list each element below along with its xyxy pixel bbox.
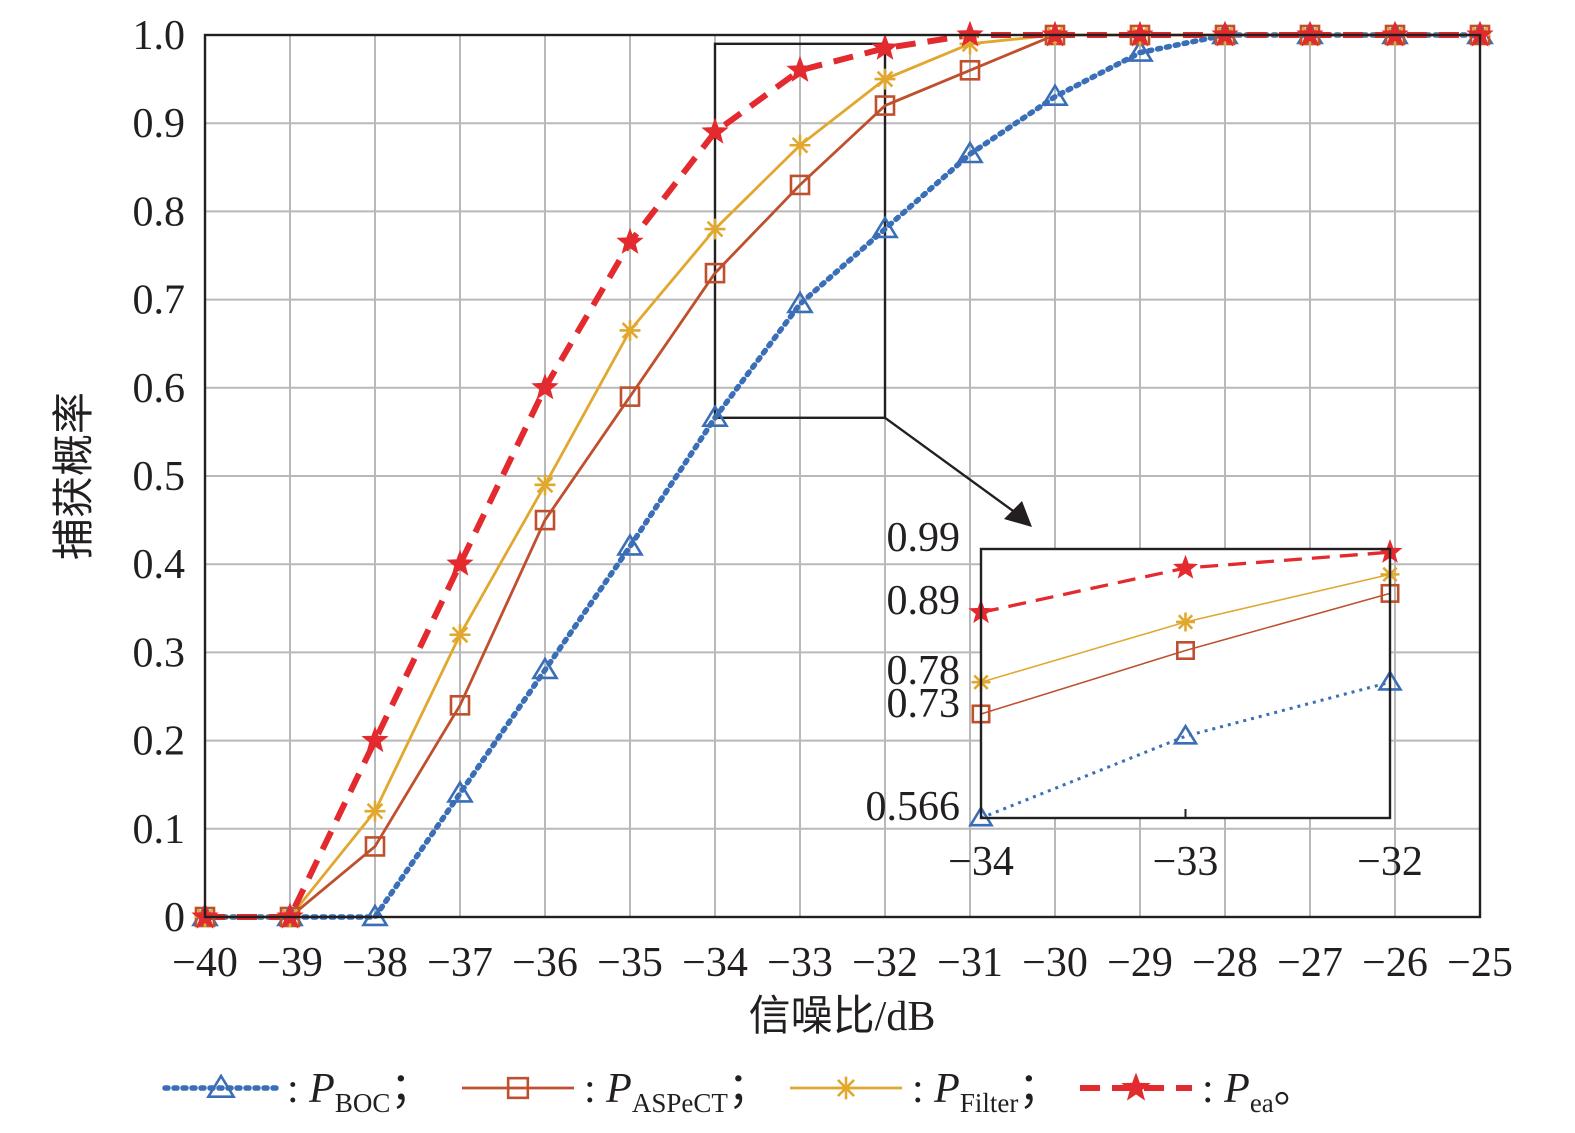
legend-marker <box>206 1073 236 1098</box>
data-point-aspect <box>449 694 471 716</box>
legend: : PBOC； : PASPeCT； : PFilter； : Pea。 <box>162 1066 1316 1118</box>
data-point-boc <box>361 903 389 927</box>
zoom-arrow-line <box>884 416 1021 517</box>
legend-label: : PFilter； <box>912 1066 1060 1118</box>
y-tick-label: 0.8 <box>133 189 186 235</box>
data-point-aspect <box>619 386 641 407</box>
x-tick-label: −36 <box>512 940 578 986</box>
x-tick-label: −38 <box>342 940 408 986</box>
inset-point-boc <box>968 805 994 827</box>
inset-x-tick-label: −34 <box>948 839 1014 885</box>
inset-y-tick-label: 0.566 <box>866 784 961 830</box>
x-tick-label: −39 <box>257 940 323 986</box>
x-tick-label: −31 <box>937 940 1003 986</box>
data-point-aspect <box>704 262 726 284</box>
y-tick-label: 0.7 <box>133 278 186 324</box>
data-point-filter <box>449 624 471 646</box>
x-tick-label: −27 <box>1277 940 1343 986</box>
x-tick-label: −30 <box>1022 940 1088 986</box>
inset-background <box>981 549 1390 818</box>
data-point-ea <box>531 373 559 400</box>
data-point-ea <box>701 117 729 144</box>
legend-label: : PBOC； <box>287 1066 432 1118</box>
data-point-boc <box>701 404 729 428</box>
main-plot-frame <box>203 33 1482 919</box>
x-tick-label: −32 <box>852 940 918 986</box>
y-tick-label: 0.6 <box>133 366 186 412</box>
data-point-ea <box>361 726 389 753</box>
y-tick-label: 0.9 <box>133 101 186 147</box>
y-tick-label: 1.0 <box>133 13 186 59</box>
inset-frame <box>979 547 1392 820</box>
series-line-ea <box>205 32 1480 920</box>
inset-series-line-aspect <box>980 592 1391 715</box>
x-tick-label: −28 <box>1192 940 1258 986</box>
inset-point-filter <box>1176 612 1195 632</box>
y-tick-label: 0 <box>164 895 185 941</box>
x-axis-label: 信噪比/dB <box>749 994 936 1040</box>
x-tick-label: −40 <box>172 940 238 986</box>
data-point-ea <box>786 55 814 82</box>
data-point-aspect <box>874 95 896 116</box>
legend-marker <box>506 1076 530 1100</box>
data-point-ea <box>871 33 899 60</box>
y-tick-label: 0.4 <box>133 542 186 588</box>
data-point-boc <box>446 780 474 803</box>
inset-y-tick-label: 0.78 <box>887 648 961 694</box>
data-point-ea <box>446 549 474 576</box>
data-point-filter <box>534 474 556 496</box>
data-point-boc <box>1126 39 1154 62</box>
data-point-boc <box>871 215 899 239</box>
data-point-boc <box>531 656 559 680</box>
zoom-arrow-head <box>1004 501 1032 527</box>
data-point-aspect <box>364 836 386 857</box>
data-point-boc <box>616 533 644 556</box>
data-point-filter <box>789 134 811 156</box>
data-point-filter <box>619 320 641 341</box>
x-tick-label: −26 <box>1362 940 1428 986</box>
inset-x-tick-label: −32 <box>1357 839 1423 885</box>
legend-item-ea: : Pea。 <box>1080 1066 1316 1118</box>
inset-point-boc <box>1172 723 1199 745</box>
inset-series-line-boc <box>980 680 1391 820</box>
inset-x-tick-label: −33 <box>1153 839 1219 885</box>
x-tick-label: −33 <box>767 940 833 986</box>
data-point-aspect <box>534 509 556 531</box>
data-point-filter <box>364 800 386 822</box>
legend-item-aspect: : PASPeCT； <box>462 1066 770 1118</box>
y-tick-label: 0.1 <box>133 807 186 853</box>
y-tick-label: 0.2 <box>133 719 186 765</box>
main-tick-labels: −40 −39 −38 −37 −36 −35 −34 −33 −32 −31 −30 −29 −28−… <box>133 13 1513 986</box>
data-point-aspect <box>789 174 811 196</box>
y-tick-label: 0.5 <box>133 454 186 500</box>
x-tick-label: −25 <box>1447 940 1513 986</box>
inset-point-aspect <box>1176 641 1196 661</box>
x-tick-label: −29 <box>1107 940 1173 986</box>
x-tick-label: −37 <box>427 940 493 986</box>
data-point-filter <box>874 68 896 90</box>
legend-label: : PASPeCT； <box>584 1066 770 1118</box>
inset-y-tick-label: 0.89 <box>887 578 961 624</box>
y-tick-label: 0.3 <box>133 630 186 676</box>
x-tick-label: −34 <box>682 940 748 986</box>
legend-label: : Pea。 <box>1202 1066 1316 1118</box>
x-tick-label: −35 <box>597 940 663 986</box>
data-point-aspect <box>959 59 981 81</box>
data-point-filter <box>704 218 726 240</box>
legend-marker <box>834 1076 858 1100</box>
data-point-ea <box>616 227 644 254</box>
legend-marker <box>1121 1072 1151 1101</box>
data-point-boc <box>956 140 984 164</box>
data-point-boc <box>786 290 814 314</box>
legend-item-filter: : PFilter； <box>790 1066 1060 1118</box>
y-axis-label: 捕获概率 <box>51 392 98 560</box>
data-point-boc <box>1041 83 1069 106</box>
inset-chart: −34 −33 −32 0.566 0.730.78 0.89 0.99 <box>866 515 1423 885</box>
legend-item-boc: : PBOC； <box>162 1066 432 1118</box>
inset-y-tick-label: 0.73 <box>887 681 961 727</box>
inset-point-ea <box>1172 554 1199 579</box>
inset-y-tick-label: 0.99 <box>887 515 961 561</box>
